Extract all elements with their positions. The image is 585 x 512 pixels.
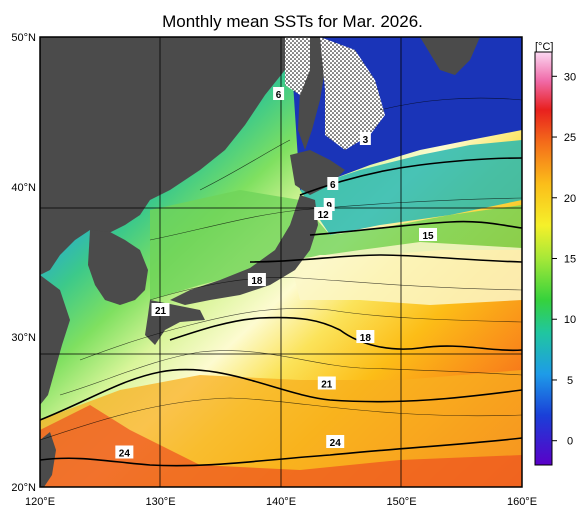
svg-text:9: 9 — [326, 201, 332, 212]
sea-ice-region-okhotsk — [320, 37, 385, 150]
svg-text:6: 6 — [330, 180, 336, 191]
isotherm-label: 21 — [317, 376, 336, 391]
svg-text:21: 21 — [321, 380, 333, 391]
svg-text:24: 24 — [119, 449, 131, 460]
map-title: Monthly mean SSTs for Mar. 2026. — [162, 12, 423, 31]
tropical-water — [40, 405, 522, 487]
east-china-coast — [40, 275, 70, 405]
kuroshio-extension-water — [290, 242, 522, 305]
svg-text:18: 18 — [360, 333, 372, 344]
minor-isotherm-lines — [40, 97, 522, 441]
isotherm-label: 9 — [323, 198, 335, 212]
map-frame — [39, 36, 523, 488]
korean-peninsula — [88, 230, 148, 305]
isotherm-label: 6 — [327, 177, 339, 191]
isotherm-label: 24 — [115, 445, 134, 460]
asian-continent — [40, 37, 290, 275]
svg-text:15: 15 — [422, 231, 434, 242]
svg-text:6: 6 — [276, 90, 282, 101]
lat-tick-label: 50°N — [11, 32, 36, 44]
contour-labels: 3 6 6 912 15 18 18 21 21 24 24 — [115, 87, 438, 460]
colorbar-tick-label: 0 — [567, 436, 573, 448]
colorbar-tick-label: 20 — [564, 193, 576, 205]
kamchatka-peninsula — [420, 37, 480, 75]
svg-text:12: 12 — [318, 210, 330, 221]
isotherm-label: 3 — [359, 132, 371, 146]
subpolar-water — [300, 140, 522, 235]
isotherm-label: 6 — [273, 87, 285, 101]
isotherm-label: 18 — [247, 273, 266, 287]
colorbar-tick-label: 30 — [564, 71, 576, 83]
lat-lon-grid — [40, 37, 522, 487]
color-scale-bar — [534, 51, 553, 466]
lat-tick-label: 30°N — [11, 332, 36, 344]
sea-ice-region — [285, 37, 310, 95]
unit-label: [°C] — [535, 41, 553, 53]
lon-tick-label: 150°E — [386, 496, 416, 508]
colorbar-tick-label: 10 — [564, 314, 576, 326]
lon-tick-label: 160°E — [507, 496, 537, 508]
colorbar-tick-label: 25 — [564, 132, 576, 144]
svg-text:3: 3 — [363, 135, 369, 146]
lon-tick-label: 130°E — [145, 496, 175, 508]
isotherm-label: 12 — [314, 207, 333, 221]
isotherm-label: 21 — [151, 303, 170, 317]
isotherm-label: 15 — [419, 228, 438, 242]
svg-text:24: 24 — [330, 438, 342, 449]
svg-text:21: 21 — [155, 306, 167, 317]
lon-tick-label: 140°E — [266, 496, 296, 508]
lat-tick-label: 40°N — [11, 182, 36, 194]
colorbar-tick-label: 5 — [567, 375, 573, 387]
axis-tick-labels: 120°E 130°E 140°E 150°E 160°E 50°N 40°N 30°N 20°… — [11, 32, 537, 508]
isotherm-label: 18 — [356, 330, 375, 344]
lat-tick-label: 20°N — [11, 482, 36, 494]
svg-text:18: 18 — [251, 276, 263, 287]
isotherm-label: 24 — [326, 435, 345, 449]
colorbar-tick-label: 15 — [564, 254, 576, 266]
lon-tick-label: 120°E — [25, 496, 55, 508]
colorbar-ticks: 0 5 10 15 20 25 30 — [552, 71, 576, 448]
